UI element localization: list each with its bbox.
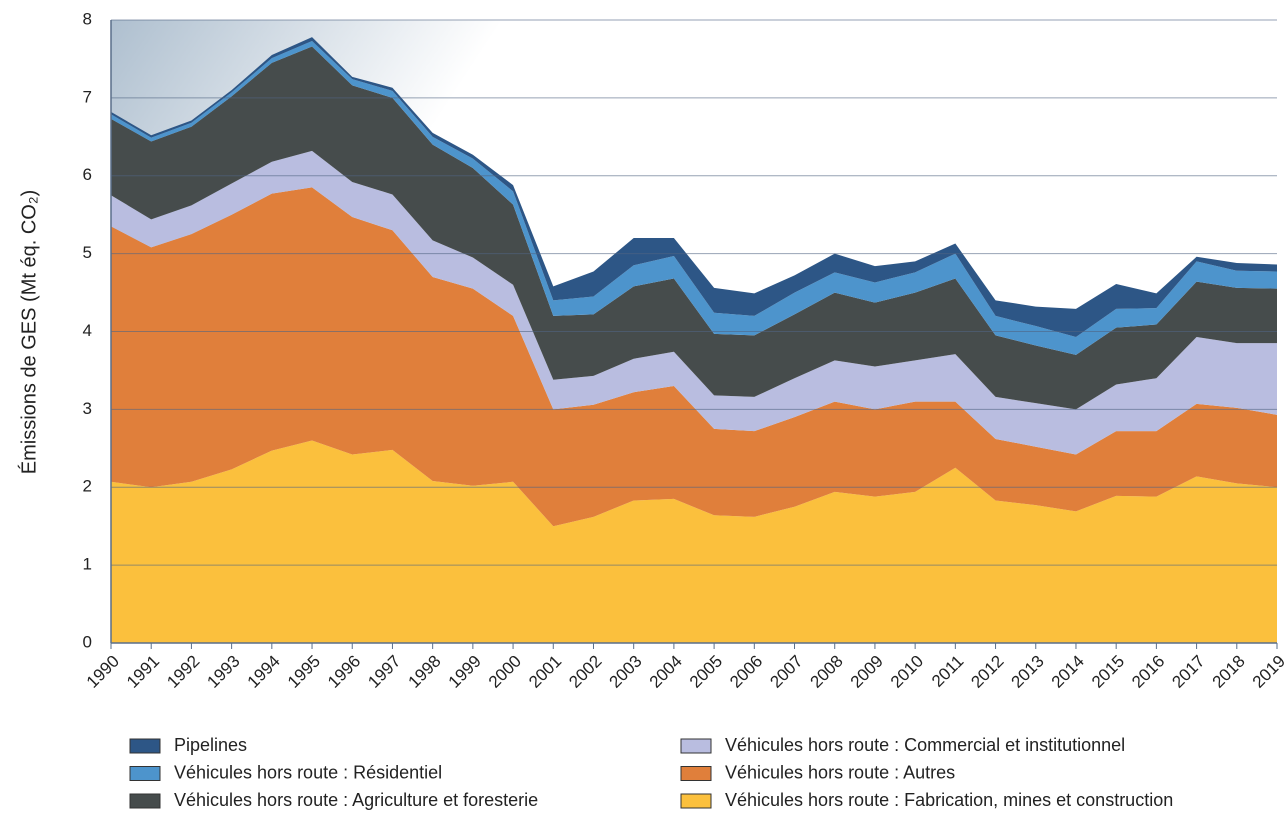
x-tick-label: 1997 bbox=[364, 652, 404, 692]
area bbox=[111, 41, 1277, 355]
y-tick-label: 2 bbox=[83, 477, 92, 496]
legend-label: Pipelines bbox=[174, 735, 247, 755]
area bbox=[111, 37, 1277, 337]
x-tick-label: 2016 bbox=[1128, 652, 1168, 692]
x-tick-label: 2012 bbox=[967, 652, 1007, 692]
x-tick-label: 2001 bbox=[525, 652, 565, 692]
x-tick-label: 1998 bbox=[404, 652, 444, 692]
area bbox=[111, 187, 1277, 527]
legend-label: Véhicules hors route : Fabrication, mine… bbox=[725, 790, 1173, 810]
legend-label: Véhicules hors route : Agriculture et fo… bbox=[174, 790, 538, 810]
x-tick-label: 2019 bbox=[1249, 652, 1287, 692]
legend-swatch bbox=[129, 738, 161, 754]
area bbox=[111, 150, 1277, 455]
x-tick-label: 2005 bbox=[686, 652, 726, 692]
x-tick-label: 2018 bbox=[1209, 652, 1249, 692]
x-tick-label: 1995 bbox=[284, 652, 324, 692]
legend-label: Véhicules hors route : Résidentiel bbox=[174, 762, 442, 782]
area bbox=[111, 46, 1277, 410]
x-tick-label: 2007 bbox=[766, 652, 806, 692]
x-tick-label: 2009 bbox=[847, 652, 887, 692]
x-tick-label: 1993 bbox=[203, 652, 243, 692]
x-tick-label: 1999 bbox=[445, 652, 485, 692]
x-tick-label: 2015 bbox=[1088, 652, 1128, 692]
x-tick-label: 2004 bbox=[646, 652, 686, 692]
y-tick-label: 0 bbox=[83, 632, 92, 651]
x-tick-label: 2000 bbox=[485, 652, 525, 692]
x-tick-label: 1990 bbox=[83, 652, 123, 692]
legend-swatch bbox=[680, 766, 712, 781]
y-tick-label: 5 bbox=[83, 243, 92, 262]
y-tick-label: 3 bbox=[83, 399, 92, 418]
y-tick-label: 8 bbox=[83, 9, 92, 28]
legend-swatch bbox=[129, 793, 161, 809]
x-tick-label: 2002 bbox=[565, 652, 605, 692]
x-tick-label: 2011 bbox=[928, 652, 967, 691]
x-tick-label: 2014 bbox=[1048, 652, 1088, 692]
x-tick-label: 2017 bbox=[1168, 652, 1208, 692]
x-tick-label: 1994 bbox=[244, 652, 284, 692]
x-tick-label: 1996 bbox=[324, 652, 364, 692]
y-tick-label: 1 bbox=[83, 555, 92, 574]
legend-swatch bbox=[680, 793, 712, 809]
y-tick-label: 7 bbox=[83, 87, 92, 106]
x-tick-label: 2013 bbox=[1008, 652, 1048, 692]
legend-swatch bbox=[129, 766, 161, 781]
areas bbox=[111, 37, 1277, 643]
x-tick-label: 2003 bbox=[606, 652, 646, 692]
y-axis-label: Émissions de GES (Mt éq. CO₂) bbox=[17, 190, 40, 475]
x-tick-label: 2008 bbox=[807, 652, 847, 692]
x-tick-label: 1991 bbox=[123, 652, 163, 692]
legend-label: Véhicules hors route : Autres bbox=[725, 762, 955, 782]
legend-swatch bbox=[680, 738, 712, 754]
area bbox=[111, 440, 1277, 643]
x-tick-label: 2006 bbox=[726, 652, 766, 692]
x-tick-label: 1992 bbox=[163, 652, 203, 692]
y-tick-label: 4 bbox=[83, 321, 92, 340]
y-tick-label: 6 bbox=[83, 165, 92, 184]
x-tick-label: 2010 bbox=[887, 652, 927, 692]
legend-label: Véhicules hors route : Commercial et ins… bbox=[725, 735, 1125, 755]
